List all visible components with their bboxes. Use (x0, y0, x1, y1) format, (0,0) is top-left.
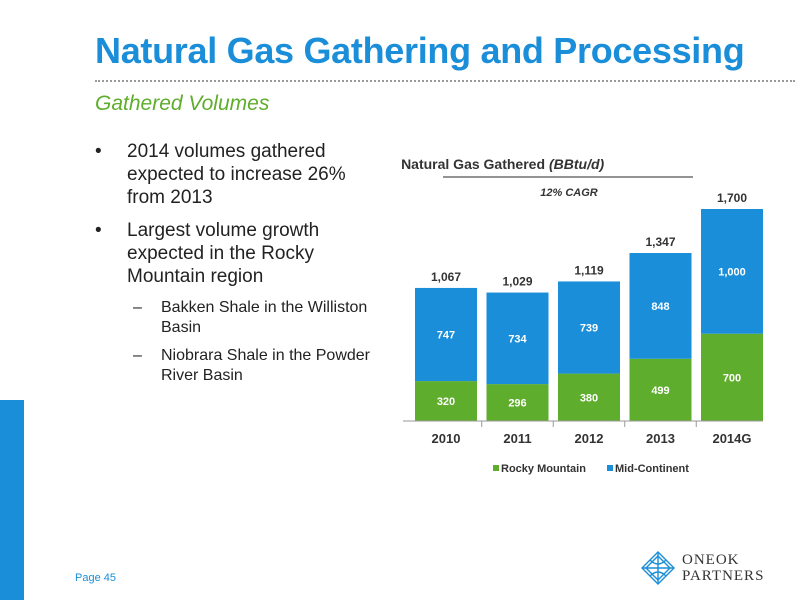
x-tick-label: 2011 (503, 431, 531, 446)
x-tick-label: 2013 (646, 431, 675, 446)
data-label-mid-continent: 739 (580, 323, 598, 335)
sub-bullet-text: Niobrara Shale in the Powder River Basin (161, 347, 371, 384)
bullet-text: Largest volume growth expected in the Ro… (127, 220, 320, 287)
data-label-mid-continent: 848 (651, 301, 669, 313)
sub-bullet-dash: – (133, 347, 142, 364)
legend-label-rocky-mountain: Rocky Mountain (501, 463, 586, 475)
bullet-dot: • (95, 220, 102, 241)
total-label: 1,029 (502, 275, 532, 289)
logo-line1: ONEOK (682, 552, 740, 568)
bullet-text: 2014 volumes gathered expected to increa… (127, 141, 346, 208)
bar-mid-continent (415, 287, 477, 382)
page-number: Page 45 (75, 572, 116, 584)
x-tick-label: 2012 (575, 431, 604, 446)
bar-mid-continent (486, 292, 549, 385)
data-label-mid-continent: 1,000 (718, 266, 746, 278)
x-tick-label: 2010 (432, 431, 461, 446)
sub-bullet-item: – Bakken Shale in the Williston Basin (95, 298, 380, 338)
left-accent-stripe (0, 400, 24, 600)
data-label-rocky-mountain: 499 (651, 385, 669, 397)
x-tick-label: 2014G (712, 431, 751, 446)
slide-subtitle: Gathered Volumes (95, 92, 270, 115)
bar-rocky-mountain (629, 358, 692, 421)
bar-rocky-mountain (701, 333, 763, 421)
slide-title: Natural Gas Gathering and Processing (95, 30, 745, 71)
sub-bullet-text: Bakken Shale in the Williston Basin (161, 299, 368, 336)
title-divider (95, 80, 795, 82)
bullet-item: • Largest volume growth expected in the … (95, 219, 380, 288)
logo-line2: PARTNERS (682, 568, 765, 584)
total-label: 1,700 (717, 191, 747, 205)
total-label: 1,067 (431, 270, 461, 284)
company-logo: ONEOK PARTNERS (640, 548, 790, 588)
bar-rocky-mountain (415, 381, 477, 421)
bullet-dot: • (95, 141, 102, 162)
oneok-globe-icon (641, 551, 675, 585)
sub-bullet-dash: – (133, 299, 142, 316)
chart-title-unit: (BBtu/d) (549, 156, 605, 172)
bar-mid-continent (629, 253, 692, 359)
chart-title: Natural Gas Gathered (401, 156, 545, 172)
chart-subtitle: 12% CAGR (540, 187, 598, 199)
total-label: 1,347 (645, 235, 675, 249)
legend-swatch-rocky-mountain (493, 465, 499, 471)
bar-mid-continent (701, 209, 763, 334)
legend-swatch-mid-continent (607, 465, 613, 471)
bullet-item: • 2014 volumes gathered expected to incr… (95, 140, 380, 209)
sub-bullet-item: – Niobrara Shale in the Powder River Bas… (95, 346, 380, 386)
data-label-rocky-mountain: 380 (580, 392, 598, 404)
stacked-bar-chart: Natural Gas Gathered (BBtu/d) 12% CAGR 3… (401, 156, 763, 475)
data-label-mid-continent: 734 (508, 333, 527, 345)
legend-label-mid-continent: Mid-Continent (615, 463, 689, 475)
data-label-mid-continent: 747 (437, 330, 455, 342)
data-label-rocky-mountain: 320 (437, 396, 455, 408)
data-label-rocky-mountain: 700 (723, 372, 741, 384)
chart-container: Natural Gas Gathered (BBtu/d) 12% CAGR 3… (395, 145, 795, 490)
bar-rocky-mountain (558, 373, 620, 421)
bar-rocky-mountain (486, 384, 549, 421)
data-label-rocky-mountain: 296 (508, 398, 526, 410)
bar-mid-continent (558, 281, 620, 374)
total-label: 1,119 (574, 263, 604, 277)
bullet-list: • 2014 volumes gathered expected to incr… (95, 140, 380, 394)
